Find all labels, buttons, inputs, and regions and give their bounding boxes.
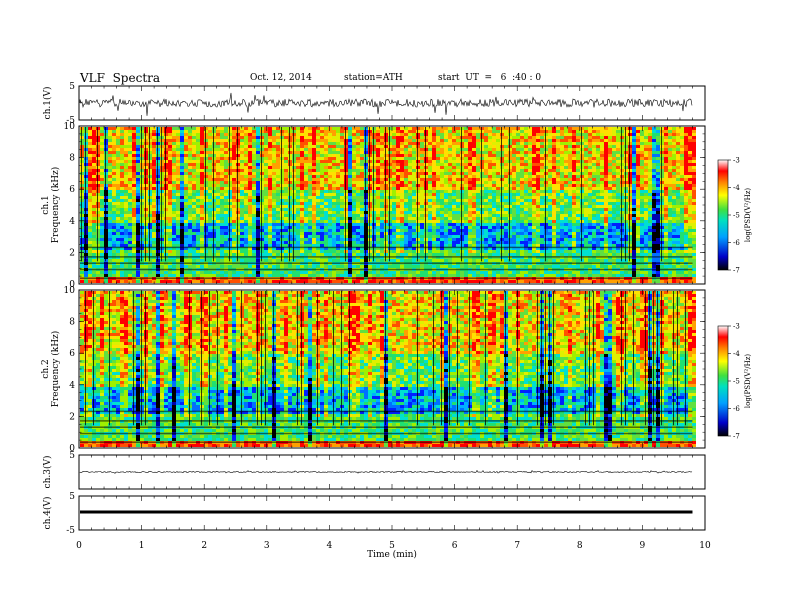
ch2-spec-y-tick-3: 6 (69, 349, 75, 359)
ch2-spec-y-tick-4: 8 (69, 318, 75, 328)
ch2-spec-y-tick-0: 0 (69, 444, 75, 454)
ch3-waveform (79, 469, 693, 474)
x-tick-label-7: 7 (514, 541, 520, 551)
ch2-spec-y-tick-1: 2 (69, 412, 75, 422)
ch2-spec-y-tick-5: 10 (64, 286, 76, 296)
ch1-spec-y-tick-5: 10 (64, 122, 76, 132)
ch1-waveform (79, 92, 693, 116)
colorbar1-tick-1: -4 (733, 184, 740, 192)
x-tick-label-1: 1 (139, 541, 145, 551)
ch1-colorbar-label: log(PSD(V²/Hz) (744, 188, 752, 243)
ch1-spec-y-tick-1: 2 (69, 248, 75, 258)
ch4-waveform (80, 510, 693, 514)
x-axis-label: Time (min) (367, 549, 417, 560)
colorbar1-tick-0: -3 (733, 157, 740, 165)
x-tick-label-9: 9 (640, 541, 646, 551)
colorbar2-tick-4: -7 (733, 433, 740, 441)
ch2-freq-ylabel: Frequency (kHz) (50, 331, 61, 408)
start-time-label: start UT = 6 :40 : 0 (438, 73, 542, 83)
ch3-wave-y-tick-0: 5 (69, 451, 75, 461)
x-tick-label-4: 4 (327, 541, 333, 551)
chart-title: VLF Spectra (80, 71, 161, 85)
station-label: station=ATH (344, 73, 403, 83)
ch2-label: ch.2 (41, 359, 51, 378)
colorbar2-tick-0: -3 (733, 323, 740, 331)
x-tick-label-10: 10 (699, 541, 711, 551)
colorbar2-tick-2: -5 (733, 378, 740, 386)
ch2-spectrogram (80, 291, 696, 447)
ch4-wave-ylabel: ch.4(V) (42, 497, 53, 530)
ch1-label: ch.1 (41, 195, 51, 214)
colorbar2-tick-3: -6 (733, 405, 740, 413)
x-tick-label-2: 2 (201, 541, 207, 551)
colorbar1-tick-2: -5 (733, 212, 740, 220)
x-tick-label-5: 5 (389, 541, 395, 551)
ch4-wave-y-tick-1: -5 (66, 526, 75, 536)
x-tick-label-3: 3 (264, 541, 270, 551)
ch4-wave-y-tick-0: 5 (69, 492, 75, 502)
ch1-spec-y-tick-2: 4 (69, 217, 75, 227)
ch1-spectrogram (80, 127, 696, 283)
x-tick-label-6: 6 (452, 541, 458, 551)
date-label: Oct. 12, 2014 (250, 73, 312, 83)
ch2-colorbar-label: log(PSD(V²/Hz) (744, 354, 752, 409)
colorbar1-tick-4: -7 (733, 267, 740, 275)
x-tick-label-0: 0 (76, 541, 82, 551)
ch2-spec-y-tick-2: 4 (69, 381, 75, 391)
ch3-wave-ylabel: ch.3(V) (42, 456, 53, 489)
ch1-wave-ylabel: ch.1(V) (42, 87, 53, 120)
ch1-wave-y-tick-1: -5 (66, 116, 75, 126)
colorbar1-tick-3: -6 (733, 239, 740, 247)
ch1-freq-ylabel: Frequency (kHz) (50, 167, 61, 244)
ch1-wave-y-tick-0: 5 (69, 82, 75, 92)
ch1-spec-y-tick-0: 0 (69, 280, 75, 290)
ch1-spec-y-tick-4: 8 (69, 154, 75, 164)
ch1-spec-y-tick-3: 6 (69, 185, 75, 195)
x-tick-label-8: 8 (577, 541, 583, 551)
colorbar2-tick-1: -4 (733, 350, 740, 358)
